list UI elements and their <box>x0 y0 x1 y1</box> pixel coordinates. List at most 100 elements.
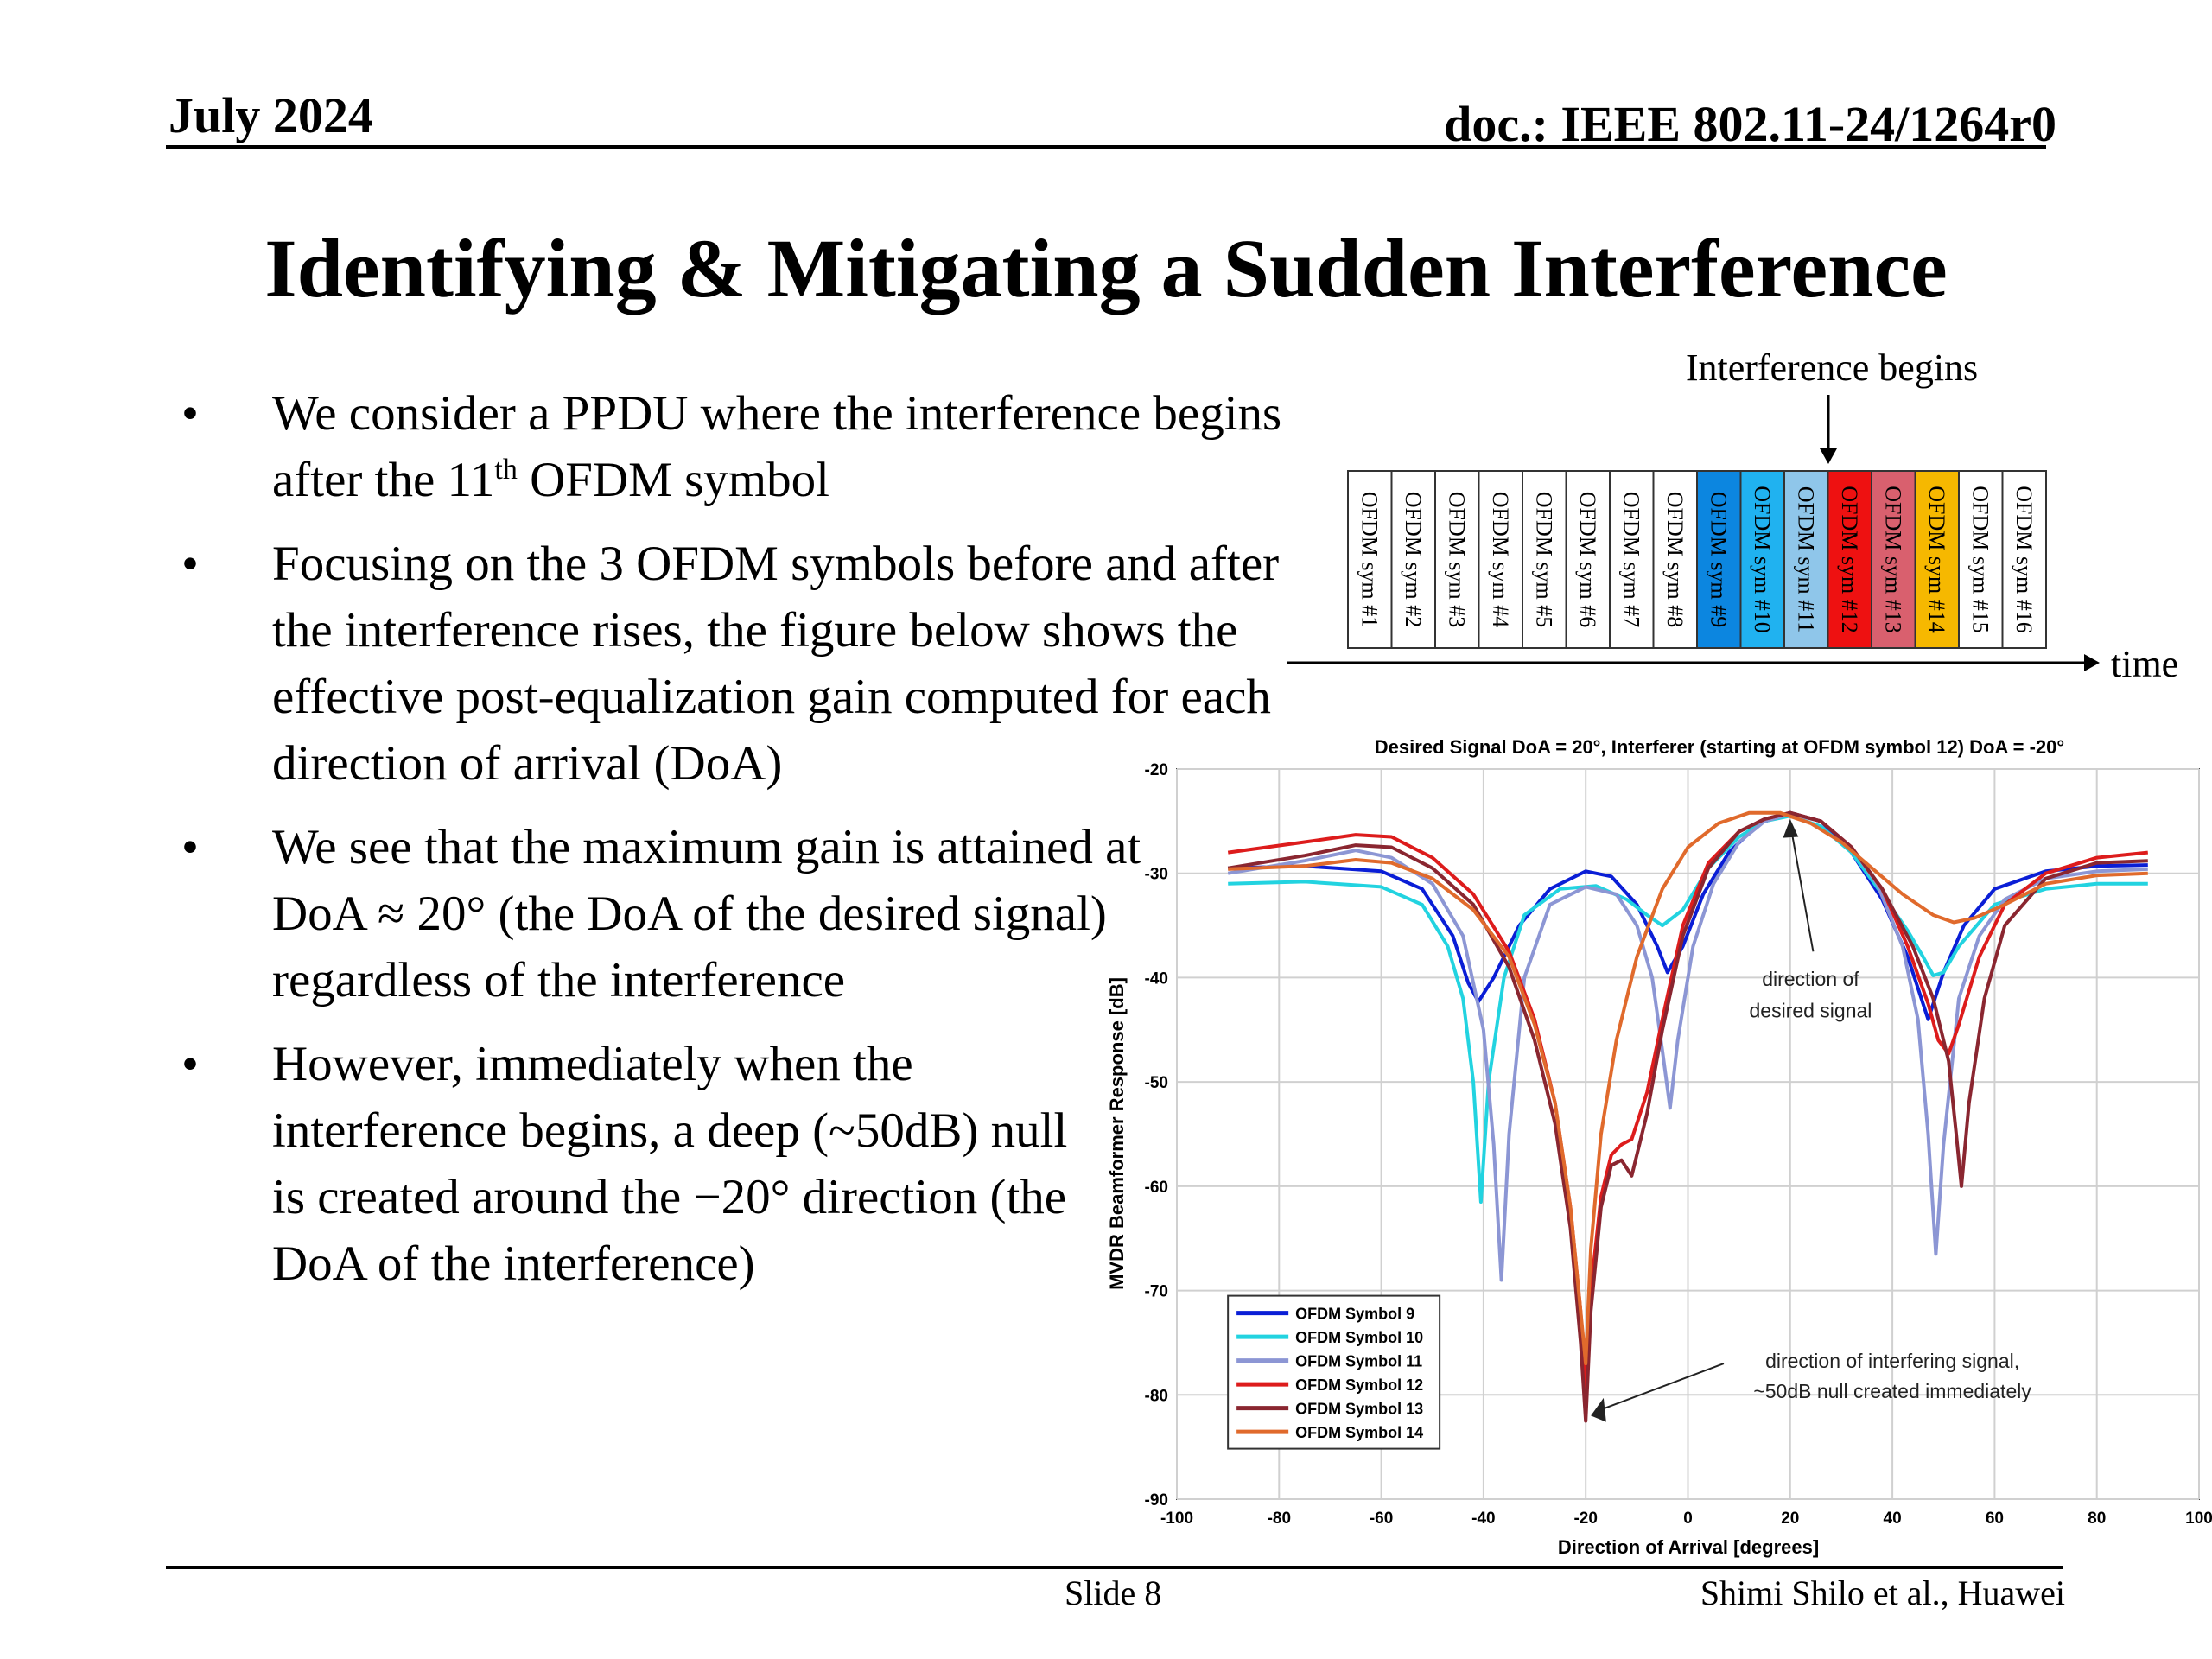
symbol-box <box>1696 470 1742 649</box>
y-tick-label: -40 <box>1145 969 1168 988</box>
annotation-interferer-line2: ~50dB null created immediately <box>1753 1380 2031 1402</box>
bullet-superscript: th <box>494 454 518 486</box>
symbol-label: OFDM sym #13 <box>1880 486 1905 632</box>
symbol-box <box>2001 470 2047 649</box>
symbol-box <box>1522 470 1567 649</box>
bullet-text: Focusing on the 3 OFDM symbols before an… <box>272 537 1280 791</box>
x-tick-label: -80 <box>1268 1510 1291 1528</box>
bullet-text-seg: We consider a PPDU where the interferenc… <box>272 386 1282 507</box>
symbol-box <box>1739 470 1785 649</box>
bullet-dot: • <box>181 386 199 441</box>
bullet-text-seg: OFDM symbol <box>517 453 830 507</box>
mvdr-response-chart: Desired Signal DoA = 20°, Interferer (st… <box>1106 736 2212 1558</box>
series-line-5 <box>1227 810 2148 1423</box>
chart-title: Desired Signal DoA = 20°, Interferer (st… <box>1375 736 2064 758</box>
interference-arrow-head <box>1820 448 1837 464</box>
footer-slide-number: Slide 8 <box>1065 1573 1162 1612</box>
ofdm-timeline-diagram: Interference begins OFDM sym #1 OFDM sym … <box>1287 346 2178 685</box>
symbol-label: OFDM sym #5 <box>1531 492 1556 627</box>
annotation-interferer-arrow-head <box>1591 1397 1606 1422</box>
y-tick-labels: -20 -30 -40 -50 -60 -70 -80 -90 <box>1145 761 1168 1510</box>
bullet-list: • We consider a PPDU where the interferen… <box>181 380 1305 1314</box>
x-tick-label: 0 <box>1683 1510 1693 1528</box>
symbol-box <box>1652 470 1698 649</box>
bullet-dot: • <box>181 537 199 591</box>
bullet-dot: • <box>181 1037 199 1091</box>
y-tick-label: -20 <box>1145 761 1168 779</box>
symbol-box <box>1958 470 2004 649</box>
annotation-desired-arrow <box>1789 823 1815 952</box>
symbol-box <box>1871 470 1916 649</box>
y-tick-label: -50 <box>1145 1074 1168 1092</box>
x-tick-label: -60 <box>1370 1510 1393 1528</box>
annotation-desired-line2: desired signal <box>1749 999 1872 1021</box>
x-tick-label: -40 <box>1471 1510 1495 1528</box>
interference-begins-label: Interference begins <box>1686 346 1978 389</box>
annotation-interferer-arrow <box>1598 1363 1725 1412</box>
legend-label: OFDM Symbol 10 <box>1295 1329 1423 1346</box>
bullet-item: • We see that the maximum gain is attaine… <box>181 814 1162 1014</box>
symbol-label: OFDM sym #8 <box>1662 492 1688 627</box>
symbol-box <box>1783 470 1829 649</box>
series-line-2 <box>1228 814 2148 1204</box>
symbol-label: OFDM sym #4 <box>1488 492 1513 627</box>
series-line-3 <box>1227 811 2148 1282</box>
bullet-text: However, immediately when the interferen… <box>272 1037 1068 1291</box>
chart-legend: OFDM Symbol 9 OFDM Symbol 10 OFDM Symbol 1… <box>1227 1294 1441 1450</box>
footer-author: Shimi Shilo et al., Huawei <box>1700 1573 2065 1612</box>
x-tick-labels: -100 -80 -60 -40 -20 0 20 40 60 80 100 <box>1160 1510 2212 1528</box>
legend-label: OFDM Symbol 11 <box>1295 1353 1422 1370</box>
legend-label: OFDM Symbol 12 <box>1295 1376 1423 1394</box>
legend-label: OFDM Symbol 14 <box>1295 1424 1423 1441</box>
time-label: time <box>2111 643 2178 685</box>
y-tick-label: -60 <box>1145 1179 1168 1197</box>
x-tick-label: -20 <box>1573 1510 1597 1528</box>
y-axis-label: MVDR Beamformer Response [dB] <box>1106 977 1128 1290</box>
symbol-label: OFDM sym #6 <box>1575 492 1600 627</box>
x-tick-label: 80 <box>2088 1510 2106 1528</box>
symbol-label: OFDM sym #16 <box>2012 486 2037 632</box>
bullet-item: • Focusing on the 3 OFDM symbols before a… <box>181 531 1344 797</box>
symbol-box <box>1565 470 1611 649</box>
y-tick-label: -80 <box>1145 1387 1168 1405</box>
series-line-4 <box>1227 810 2149 1397</box>
symbol-box <box>1390 470 1436 649</box>
chart-annotations: direction of desired signal direction of i… <box>1591 818 2031 1422</box>
symbol-label: OFDM sym #15 <box>1967 486 1993 632</box>
x-tick-label: 20 <box>1781 1510 1799 1528</box>
x-tick-label: 40 <box>1884 1510 1902 1528</box>
x-tick-label: -100 <box>1160 1510 1193 1528</box>
symbol-label: OFDM sym #3 <box>1444 492 1469 627</box>
symbol-boxes: OFDM sym #1 OFDM sym #2 OFDM sym #3 OFDM sy… <box>1347 470 2047 649</box>
legend-box <box>1227 1294 1441 1450</box>
bullet-item: • We consider a PPDU where the interferen… <box>181 380 1305 513</box>
header-doc-id: doc.: IEEE 802.11-24/1264r0 <box>1444 96 2056 152</box>
symbol-box <box>1478 470 1523 649</box>
time-axis-arrow-head <box>2084 654 2100 671</box>
symbol-label: OFDM sym #7 <box>1618 492 1643 627</box>
y-tick-label: -30 <box>1145 866 1168 884</box>
symbol-label: OFDM sym #12 <box>1837 486 1862 632</box>
symbol-label: OFDM sym #14 <box>1924 486 1949 632</box>
series-line-6 <box>1228 810 2148 1366</box>
legend-label: OFDM Symbol 9 <box>1295 1306 1414 1323</box>
symbol-label: OFDM sym #2 <box>1401 492 1426 627</box>
symbol-box <box>1609 470 1655 649</box>
y-tick-label: -70 <box>1145 1283 1168 1301</box>
legend-label: OFDM Symbol 13 <box>1295 1401 1423 1418</box>
bullet-text: We see that the maximum gain is attained… <box>272 820 1141 1007</box>
y-tick-label: -90 <box>1145 1491 1168 1510</box>
chart-series <box>1227 810 2149 1423</box>
symbol-label: OFDM sym #10 <box>1750 486 1775 632</box>
symbol-label: OFDM sym #9 <box>1706 492 1731 627</box>
annotation-desired-line1: direction of <box>1762 968 1859 990</box>
annotation-interferer-line1: direction of interfering signal, <box>1765 1350 2019 1372</box>
bullet-item: • However, immediately when the interfere… <box>181 1031 1093 1297</box>
symbol-label: OFDM sym #1 <box>1357 492 1382 627</box>
x-axis-label: Direction of Arrival [degrees] <box>1558 1536 1819 1558</box>
annotation-desired-arrow-head <box>1783 818 1799 838</box>
footer-rule <box>166 1566 2063 1569</box>
bullet-dot: • <box>181 820 199 874</box>
slide-title: Identifying & Mitigating a Sudden Interf… <box>264 222 1948 315</box>
header-rule <box>166 145 2046 149</box>
